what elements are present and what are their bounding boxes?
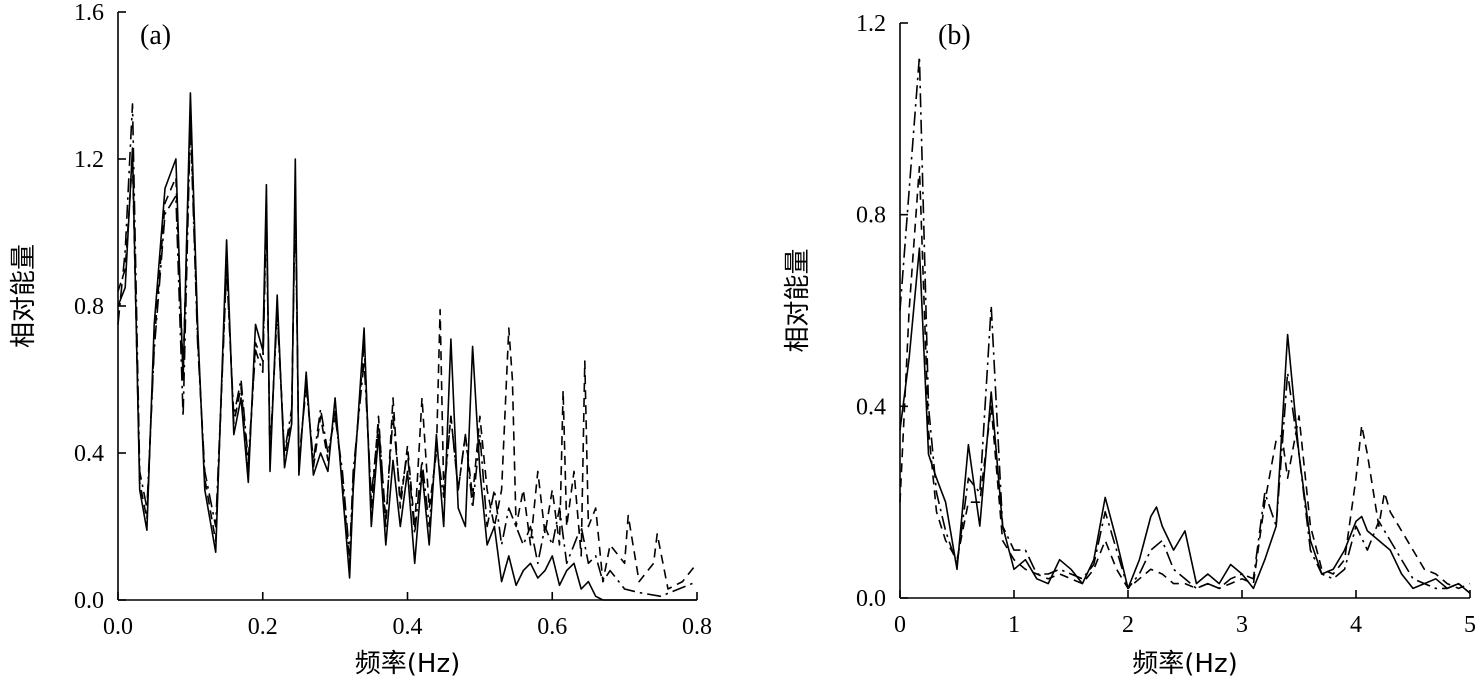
panel-b-x-tick-label: 1 [1008, 612, 1020, 638]
panel-a-x-tick-label: 0.2 [248, 614, 278, 640]
panel-a-y-tick-label: 0.4 [74, 441, 104, 467]
panel-b-x-tick-label: 2 [1122, 612, 1134, 638]
panel-a-x-tick-label: 0.4 [393, 614, 423, 640]
panel-b-y-tick-label: 0.0 [856, 586, 886, 612]
panel-b-y-tick-label: 0.4 [856, 394, 886, 420]
panel-a-label: (a) [140, 20, 171, 51]
panel-a-y-tick-label: 0.8 [74, 294, 104, 320]
panel-a-x-tick-label: 0.8 [682, 614, 712, 640]
panel-b-x-tick-label: 0 [894, 612, 906, 638]
panel-a-x-tick-label: 0.6 [537, 614, 567, 640]
panel-b-x-tick-label: 4 [1350, 612, 1362, 638]
panel-b-series-dash-dot [899, 55, 1471, 594]
panel-a-x-tick-label: 0.0 [103, 614, 133, 640]
panel-a: (a) 频率(Hz) 相对能量 0.0 0.2 0.4 0.6 0.8 0.0 0.4 0.8… [9, 0, 712, 679]
panel-b-x-tick-label: 5 [1464, 612, 1476, 638]
panel-a-y-tick-label: 1.6 [74, 0, 104, 26]
panel-b-series-solid [899, 247, 1471, 594]
panel-b-y-axis-title: 相对能量 [783, 248, 813, 352]
panel-a-series-dash-dot [117, 103, 698, 598]
panel-b-y-tick-label: 0.8 [856, 203, 886, 229]
panel-a-y-tick-label: 0.0 [74, 588, 104, 614]
panel-a-y-tick-label: 1.2 [74, 147, 104, 173]
panel-b-label: (b) [938, 20, 971, 51]
panel-b-series-dashed [899, 166, 1471, 590]
panel-a-y-axis-title: 相对能量 [9, 244, 39, 348]
panel-a-series-dashed [117, 110, 698, 590]
panel-a-x-axis-title: 频率(Hz) [355, 649, 461, 679]
panel-a-series-solid [117, 92, 697, 601]
panel-b: (b) 频率(Hz) 相对能量 0 1 2 3 4 5 0.0 0.4 0.8 1.2 [783, 11, 1476, 679]
panel-b-y-tick-label: 1.2 [856, 11, 886, 37]
panel-b-x-tick-label: 3 [1236, 612, 1248, 638]
panel-b-x-axis-title: 频率(Hz) [1132, 649, 1238, 679]
